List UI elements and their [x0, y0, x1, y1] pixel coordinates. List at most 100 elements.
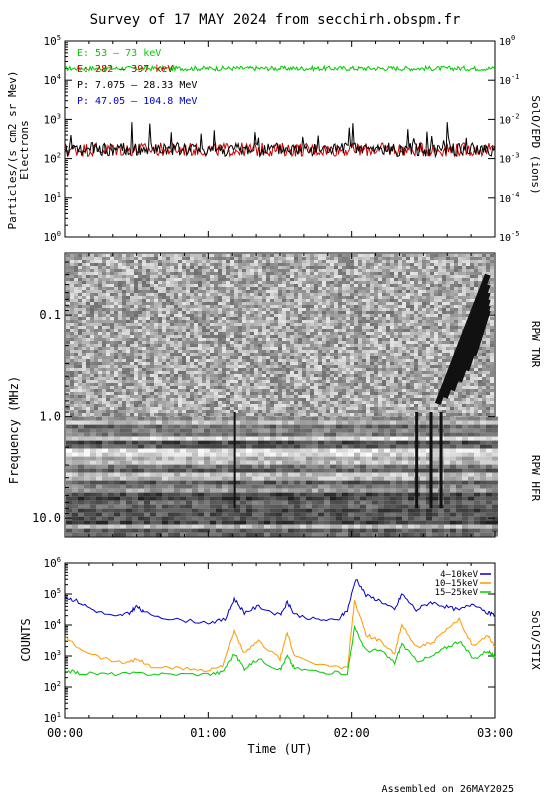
tnr-pixel	[434, 374, 438, 377]
tnr-pixel	[106, 386, 110, 389]
tnr-pixel	[310, 299, 314, 302]
tnr-pixel	[230, 338, 234, 341]
tnr-pixel	[210, 350, 214, 353]
tnr-pixel	[162, 290, 166, 293]
tnr-pixel	[238, 266, 242, 269]
tnr-pixel	[430, 257, 434, 260]
tnr-pixel	[286, 326, 290, 329]
tnr-pixel	[238, 332, 242, 335]
tnr-pixel	[270, 347, 274, 350]
tnr-pixel	[82, 347, 86, 350]
tnr-pixel	[410, 362, 414, 365]
tnr-pixel	[346, 308, 350, 311]
tnr-pixel	[134, 335, 138, 338]
tnr-pixel	[478, 389, 482, 392]
tnr-pixel	[242, 380, 246, 383]
tnr-pixel	[366, 293, 370, 296]
tnr-pixel	[370, 281, 374, 284]
tnr-pixel	[74, 293, 78, 296]
tnr-pixel	[174, 377, 178, 380]
tnr-pixel	[418, 356, 422, 359]
tnr-pixel	[282, 311, 286, 314]
tnr-pixel	[306, 254, 310, 257]
tnr-pixel	[406, 287, 410, 290]
tnr-pixel	[490, 311, 494, 314]
tnr-pixel	[214, 287, 218, 290]
tnr-pixel	[478, 365, 482, 368]
tnr-pixel	[410, 257, 414, 260]
tnr-pixel	[170, 293, 174, 296]
tnr-pixel	[218, 323, 222, 326]
tnr-pixel	[402, 368, 406, 371]
tnr-pixel	[370, 287, 374, 290]
tnr-pixel	[370, 329, 374, 332]
tnr-pixel	[246, 356, 250, 359]
tnr-pixel	[106, 314, 110, 317]
tnr-pixel	[366, 359, 370, 362]
tnr-pixel	[242, 359, 246, 362]
tnr-pixel	[98, 326, 102, 329]
tnr-pixel	[298, 335, 302, 338]
tnr-pixel	[482, 353, 486, 356]
tnr-pixel	[238, 308, 242, 311]
tnr-pixel	[458, 272, 462, 275]
tnr-pixel	[238, 368, 242, 371]
tnr-pixel	[358, 341, 362, 344]
tnr-pixel	[66, 350, 70, 353]
tnr-pixel	[270, 365, 274, 368]
tnr-pixel	[434, 269, 438, 272]
tnr-pixel	[278, 353, 282, 356]
tnr-pixel	[266, 365, 270, 368]
tnr-pixel	[182, 383, 186, 386]
tnr-pixel	[118, 353, 122, 356]
tnr-pixel	[218, 305, 222, 308]
tnr-pixel	[450, 254, 454, 257]
tnr-pixel	[286, 272, 290, 275]
tnr-pixel	[474, 380, 478, 383]
tnr-pixel	[270, 254, 274, 257]
tnr-pixel	[162, 317, 166, 320]
tnr-pixel	[402, 296, 406, 299]
tnr-pixel	[410, 389, 414, 392]
tnr-pixel	[334, 305, 338, 308]
tnr-pixel	[178, 320, 182, 323]
tnr-pixel	[430, 287, 434, 290]
tnr-pixel	[378, 365, 382, 368]
tnr-pixel	[242, 266, 246, 269]
tnr-pixel	[334, 329, 338, 332]
tnr-pixel	[274, 308, 278, 311]
tnr-pixel	[114, 260, 118, 263]
tnr-pixel	[266, 323, 270, 326]
tnr-pixel	[362, 371, 366, 374]
tnr-pixel	[222, 287, 226, 290]
tnr-pixel	[242, 374, 246, 377]
tnr-pixel	[250, 296, 254, 299]
tnr-pixel	[326, 275, 330, 278]
tnr-pixel	[154, 269, 158, 272]
tnr-pixel	[98, 254, 102, 257]
tnr-pixel	[254, 302, 258, 305]
tnr-pixel	[74, 314, 78, 317]
tnr-pixel	[390, 362, 394, 365]
tnr-pixel	[354, 317, 358, 320]
tnr-pixel	[394, 386, 398, 389]
tnr-pixel	[322, 350, 326, 353]
tnr-pixel	[310, 368, 314, 371]
tnr-pixel	[474, 365, 478, 368]
tnr-pixel	[82, 320, 86, 323]
tnr-pixel	[66, 368, 70, 371]
tnr-pixel	[406, 269, 410, 272]
tnr-pixel	[422, 365, 426, 368]
tnr-pixel	[422, 332, 426, 335]
tnr-pixel	[82, 362, 86, 365]
tnr-pixel	[174, 302, 178, 305]
tnr-pixel	[350, 386, 354, 389]
tnr-pixel	[426, 320, 430, 323]
tnr-pixel	[222, 263, 226, 266]
tnr-pixel	[162, 308, 166, 311]
tnr-pixel	[286, 341, 290, 344]
tnr-pixel	[166, 287, 170, 290]
tnr-pixel	[386, 326, 390, 329]
tnr-pixel	[146, 341, 150, 344]
tnr-pixel	[74, 383, 78, 386]
